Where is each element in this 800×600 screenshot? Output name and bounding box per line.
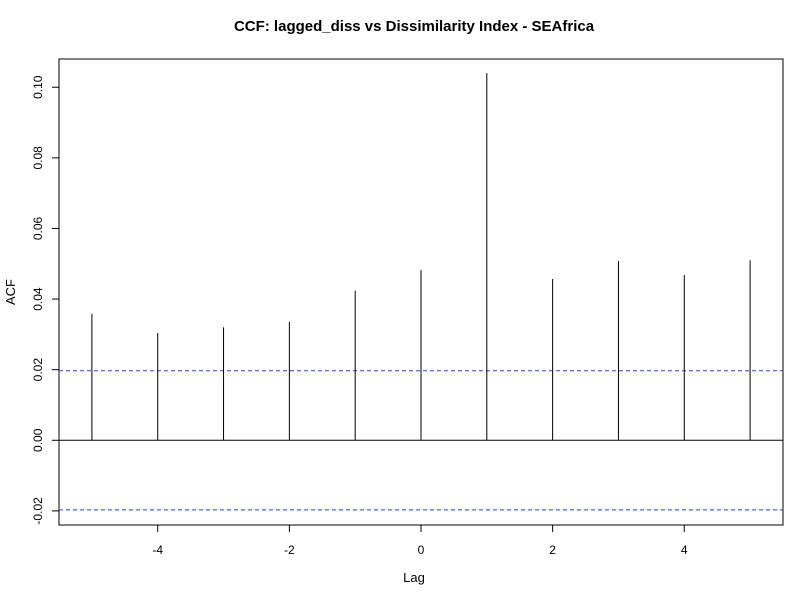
- y-tick-label: 0.00: [31, 428, 45, 452]
- x-axis-label: Lag: [403, 570, 425, 585]
- y-tick-label: 0.06: [31, 216, 45, 240]
- y-axis-label: ACF: [3, 279, 18, 305]
- ccf-bars: [91, 73, 751, 441]
- x-tick-label: 2: [549, 543, 556, 557]
- x-tick-label: -2: [284, 543, 295, 557]
- y-tick-label: 0.04: [31, 287, 45, 311]
- y-tick-label: 0.02: [31, 358, 45, 382]
- y-axis: -0.02 0.00 0.02 0.04 0.06 0.08 0.10: [31, 75, 59, 525]
- y-tick-label: 0.08: [31, 146, 45, 170]
- x-tick-label: 0: [418, 543, 425, 557]
- y-tick-label: 0.10: [31, 75, 45, 99]
- x-tick-label: -4: [152, 543, 163, 557]
- x-tick-label: 4: [681, 543, 688, 557]
- y-tick-label: -0.02: [31, 497, 45, 525]
- x-axis: -4 -2 0 2 4: [152, 525, 688, 557]
- chart-title: CCF: lagged_diss vs Dissimilarity Index …: [234, 18, 595, 35]
